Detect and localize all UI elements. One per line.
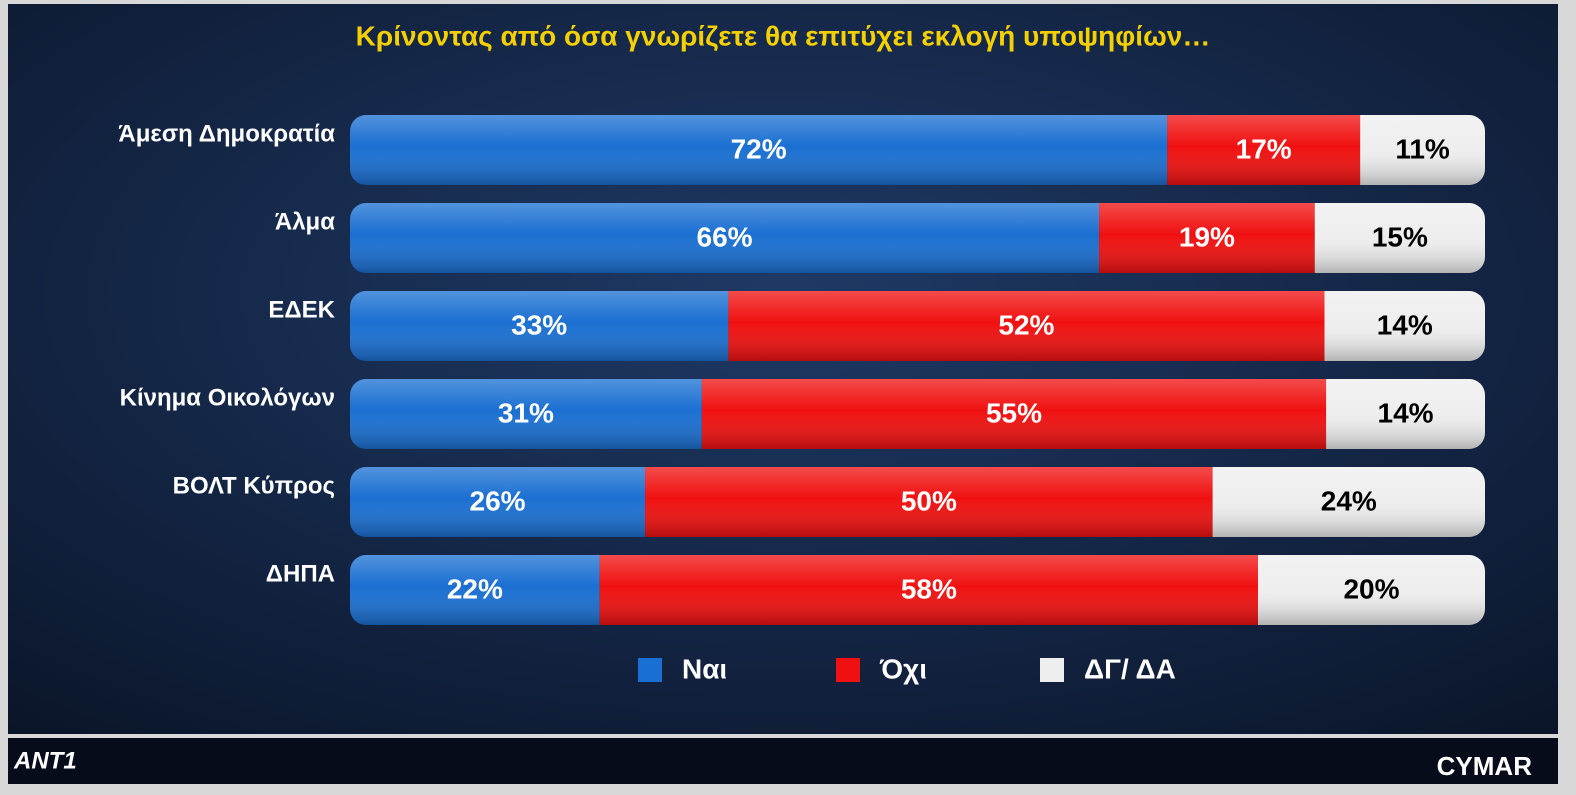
legend-swatch (638, 658, 662, 682)
legend-swatch (1040, 658, 1064, 682)
bar-shading (350, 291, 1485, 361)
value-label: 50% (901, 485, 957, 516)
logo-left: ANT1 (13, 747, 77, 774)
value-label: 15% (1372, 221, 1428, 252)
value-label: 26% (470, 485, 526, 516)
bar-row (350, 115, 1485, 185)
category-label: Άλμα (275, 208, 335, 235)
category-label: Κίνημα Οικολόγων (120, 384, 335, 411)
bar-shading (350, 467, 1485, 537)
footer (8, 738, 1558, 784)
bar-row (350, 467, 1485, 537)
logo-right: CYMAR (1437, 751, 1533, 781)
legend-label: Όχι (879, 653, 927, 684)
bar-shading (350, 203, 1485, 273)
value-label: 52% (998, 309, 1054, 340)
bar-shading (350, 115, 1485, 185)
bar-row (350, 291, 1485, 361)
value-label: 66% (697, 221, 753, 252)
category-label: Άμεση Δημοκρατία (118, 120, 335, 147)
bar-row (350, 379, 1485, 449)
category-label: ΒΟΛΤ Κύπρος (173, 472, 335, 499)
legend-label: Ναι (682, 653, 727, 684)
legend-label: ΔΓ/ ΔΑ (1084, 653, 1176, 684)
value-label: 55% (986, 397, 1042, 428)
bar-row (350, 203, 1485, 273)
category-label: ΕΔΕΚ (268, 296, 335, 323)
legend-swatch (836, 658, 860, 682)
value-label: 14% (1377, 309, 1433, 340)
chart-title: Κρίνοντας από όσα γνωρίζετε θα επιτύχει … (356, 20, 1211, 51)
bar-shading (350, 379, 1485, 449)
category-label: ΔΗΠΑ (266, 560, 335, 587)
value-label: 72% (731, 133, 787, 164)
value-label: 14% (1378, 397, 1434, 428)
value-label: 17% (1236, 133, 1292, 164)
value-label: 24% (1321, 485, 1377, 516)
bar-row (350, 555, 1485, 625)
value-label: 31% (498, 397, 554, 428)
value-label: 20% (1343, 573, 1399, 604)
value-label: 11% (1395, 133, 1450, 164)
value-label: 19% (1179, 221, 1235, 252)
value-label: 22% (447, 573, 503, 604)
value-label: 58% (901, 573, 957, 604)
bar-shading (350, 555, 1485, 625)
value-label: 33% (511, 309, 567, 340)
